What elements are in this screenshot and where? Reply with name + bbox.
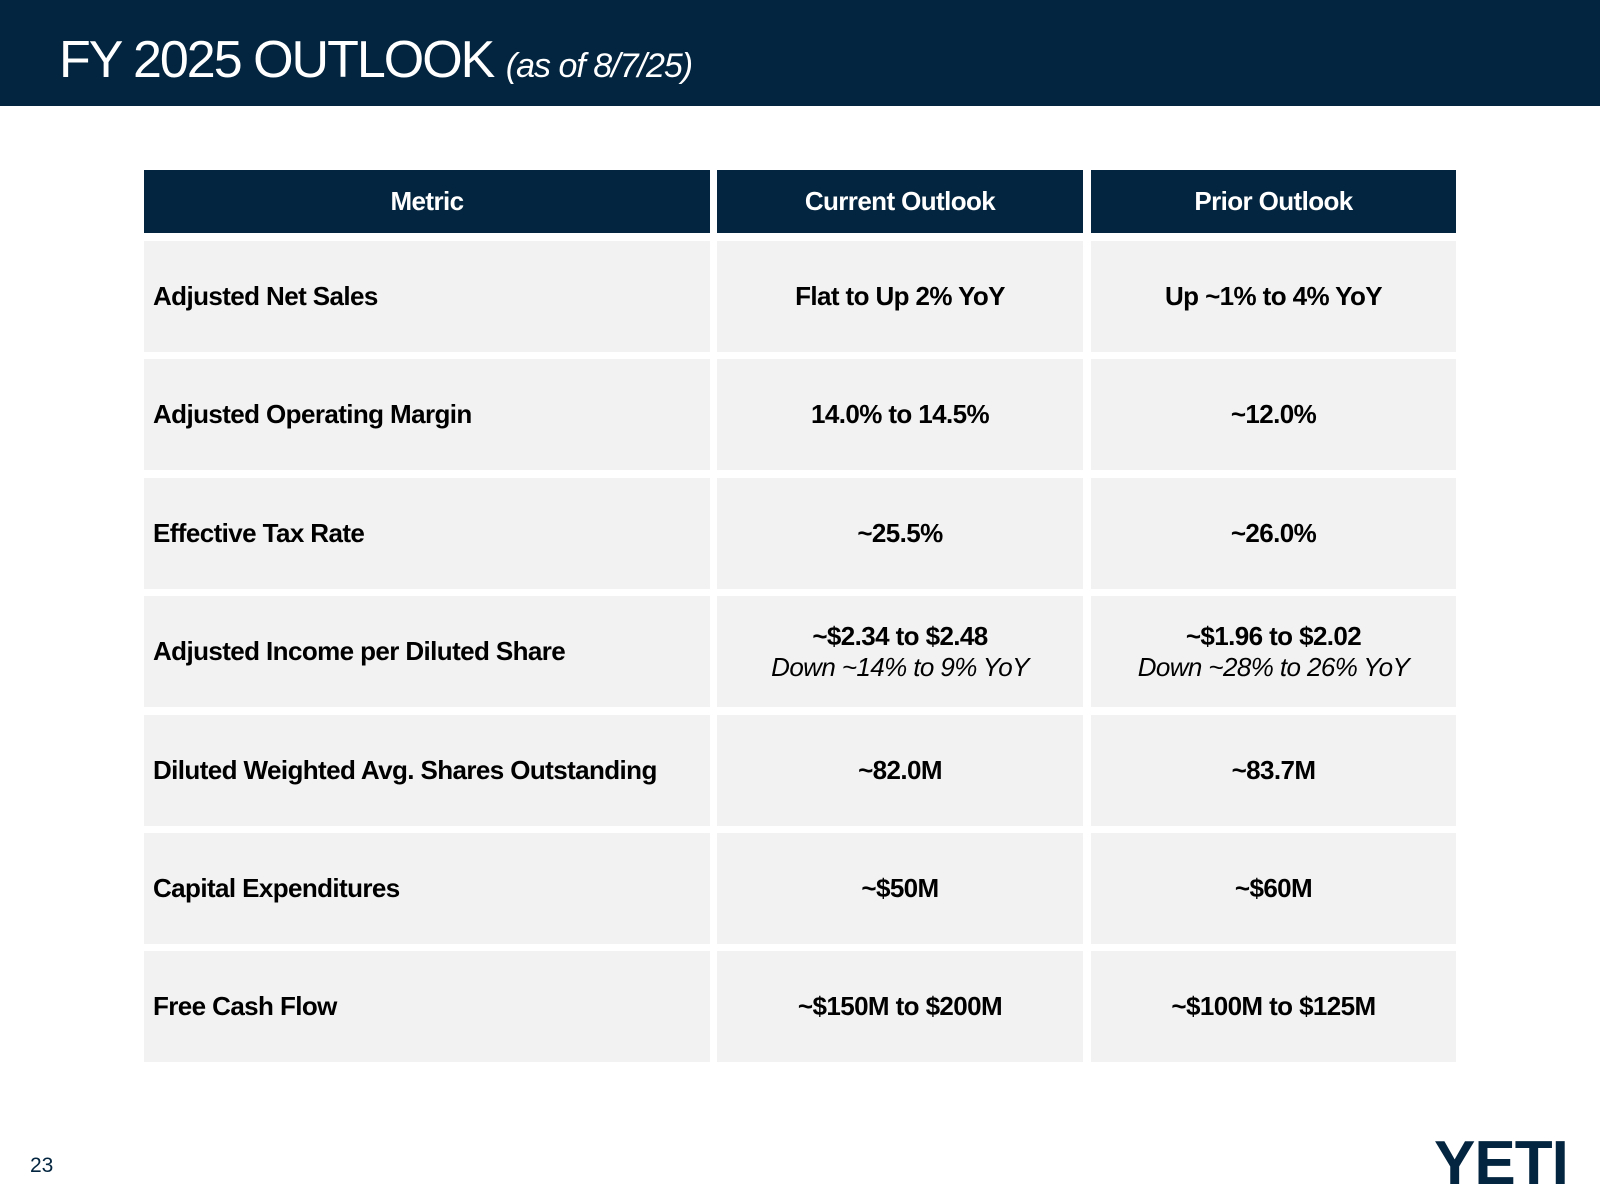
cell-text: ~$60M [1234, 873, 1313, 903]
table-cell: ~82.0M [717, 714, 1083, 826]
cell-text: Free Cash Flow [153, 991, 337, 1022]
table-cell: ~$100M to $125M [1091, 951, 1456, 1063]
cell-text: Effective Tax Rate [153, 517, 365, 548]
cell-text: ~$2.34 to $2.48 [812, 620, 988, 651]
table-cell: ~83.7M [1091, 714, 1456, 826]
table-cell: ~26.0% [1091, 477, 1456, 589]
cell-text: ~26.0% [1230, 517, 1317, 548]
table-cell: Adjusted Operating Margin [144, 359, 710, 471]
cell-text: Diluted Weighted Avg. Shares Outstanding [153, 754, 657, 785]
cell-note: Down ~14% to 9% YoY [771, 651, 1029, 682]
table-cell: ~$150M to $200M [717, 951, 1083, 1063]
cell-text: Adjusted Income per Diluted Share [153, 636, 566, 667]
table-cell: Adjusted Net Sales [144, 241, 710, 352]
table-cell: ~$2.34 to $2.48 Down ~14% to 9% YoY [717, 596, 1083, 708]
cell-text: ~82.0M [858, 754, 942, 785]
table-cell: Flat to Up 2% YoY [717, 241, 1083, 352]
cell-text: 14.0% to 14.5% [810, 399, 990, 430]
table-cell: ~$1.96 to $2.02 Down ~28% to 26% YoY [1091, 596, 1456, 708]
cell-text: ~12.0% [1230, 399, 1317, 430]
subtitle: (as of 8/7/25) [505, 47, 693, 85]
cell-text: ~25.5% [857, 517, 943, 548]
table-cell: ~$60M [1091, 833, 1456, 944]
table-cell: Adjusted Income per Diluted Share [144, 596, 710, 708]
column-header: Prior Outlook [1091, 170, 1456, 233]
logo: YETI [1434, 1129, 1569, 1198]
page-number: 23 [30, 1154, 54, 1177]
cell-text: ~83.7M [1231, 754, 1316, 785]
column-header: Current Outlook [717, 170, 1083, 233]
table-cell: ~12.0% [1091, 359, 1456, 471]
title-text: FY 2025 OUTLOOK [59, 31, 495, 89]
cell-text: ~$50M [861, 873, 939, 903]
cell-text: Flat to Up 2% YoY [795, 281, 1005, 311]
table-cell: ~$50M [717, 833, 1083, 944]
cell-text: ~$100M to $125M [1171, 991, 1376, 1022]
table-cell: Capital Expenditures [144, 833, 710, 944]
table-cell: Free Cash Flow [144, 951, 710, 1063]
table-cell: Effective Tax Rate [144, 477, 710, 589]
cell-text: Adjusted Net Sales [153, 281, 378, 311]
cell-text: ~$1.96 to $2.02 [1185, 620, 1362, 651]
table-cell: 14.0% to 14.5% [717, 359, 1083, 471]
table-cell: ~25.5% [717, 477, 1083, 589]
column-header: Metric [144, 170, 710, 233]
table-cell: Diluted Weighted Avg. Shares Outstanding [144, 714, 710, 826]
cell-text: Up ~1% to 4% YoY [1165, 281, 1383, 311]
header-bar: FY 2025 OUTLOOK (as of 8/7/25) [0, 0, 1600, 106]
cell-note: Down ~28% to 26% YoY [1137, 651, 1410, 682]
title: FY 2025 OUTLOOK (as of 8/7/25) [59, 30, 693, 90]
table-cell: Up ~1% to 4% YoY [1091, 241, 1456, 352]
cell-text: Capital Expenditures [153, 873, 400, 903]
cell-text: Adjusted Operating Margin [153, 399, 472, 430]
cell-text: ~$150M to $200M [797, 991, 1003, 1022]
